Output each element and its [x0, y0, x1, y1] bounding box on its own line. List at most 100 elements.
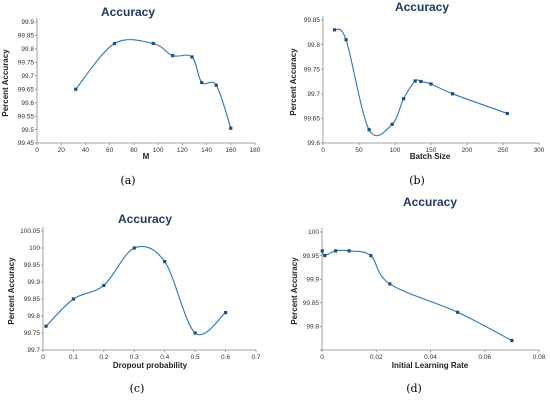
y-tick-label: 99.6 — [21, 100, 34, 107]
y-tick-label: 99.65 — [304, 116, 321, 123]
data-point — [419, 79, 423, 84]
y-tick-label: 99.85 — [18, 33, 35, 40]
data-point — [71, 297, 76, 301]
data-point — [451, 92, 455, 96]
series-line — [75, 39, 232, 129]
data-point — [214, 83, 218, 87]
x-tick-label: 50 — [355, 147, 363, 154]
data-point — [190, 55, 194, 59]
x-tick-label: 0.2 — [99, 354, 108, 361]
y-tick-label: 99.45 — [18, 140, 35, 147]
y-tick-label: 99.85 — [24, 296, 41, 303]
panel-label: (d) — [406, 382, 422, 395]
y-tick-label: 99.85 — [304, 17, 321, 24]
y-tick-label: 99.85 — [303, 300, 320, 307]
x-axis-label: Initial Learning Rate — [392, 361, 469, 370]
chart-panel-1: Accuracy 99.45 99.5 99.55 99.6 99.65 99.7 99.75… — [1, 5, 261, 187]
y-axis-label: Percent Accuracy — [7, 257, 16, 325]
panel-label: (a) — [120, 174, 135, 187]
data-point — [102, 283, 106, 287]
data-point — [456, 310, 460, 314]
x-tick-label: 0.1 — [69, 354, 78, 361]
y-tick-label: 99.75 — [304, 66, 321, 73]
data-point — [367, 128, 371, 132]
data-point — [369, 254, 373, 258]
chart-panel-4: Accuracy 99.8 99.85 99.9 99.95 100 0 0.02 0.04 0.… — [290, 195, 546, 395]
y-tick-label: 99.55 — [18, 113, 35, 120]
series-line — [334, 28, 508, 137]
x-tick-label: 0.3 — [130, 354, 139, 361]
y-axis-label: Percent Accuracy — [289, 48, 298, 116]
x-tick-label: 140 — [201, 147, 212, 154]
x-tick-label: 300 — [534, 147, 545, 154]
x-tick-label: 180 — [250, 147, 261, 154]
chart-title: Accuracy — [395, 0, 449, 14]
x-tick-label: 60 — [106, 147, 114, 154]
data-point — [223, 311, 228, 315]
data-point — [200, 80, 204, 85]
series-line — [321, 249, 513, 342]
y-tick-label: 99.8 — [307, 42, 320, 49]
y-tick-label: 99.9 — [21, 19, 34, 26]
data-point — [347, 249, 351, 253]
y-tick-label: 99.9 — [306, 276, 319, 283]
y-tick-label: 100 — [308, 229, 319, 236]
y-tick-label: 99.95 — [24, 262, 41, 269]
data-point — [229, 126, 233, 130]
y-tick-label: 99.7 — [21, 73, 34, 80]
x-axis-label: Batch Size — [410, 152, 451, 161]
data-point — [132, 246, 136, 250]
y-tick-label: 100.05 — [20, 228, 40, 235]
data-point — [344, 38, 348, 42]
data-point — [402, 97, 406, 101]
x-tick-label: 160 — [225, 147, 236, 154]
data-point — [429, 82, 433, 86]
y-tick-label: 99.8 — [27, 313, 40, 320]
x-tick-label: 0 — [320, 354, 324, 361]
x-tick-label: 0.02 — [370, 354, 383, 361]
series-line — [45, 245, 226, 336]
x-tick-label: 40 — [82, 147, 90, 154]
x-tick-label: 80 — [130, 147, 138, 154]
x-axis-label: Dropout probability — [113, 361, 188, 370]
y-tick-label: 99.7 — [27, 347, 40, 354]
data-point — [112, 41, 117, 46]
x-tick-label: 20 — [58, 147, 66, 154]
x-tick-label: 250 — [498, 147, 509, 154]
data-point — [332, 28, 337, 32]
y-tick-label: 99.65 — [18, 86, 35, 93]
y-tick-label: 99.75 — [18, 60, 35, 67]
x-tick-label: 100 — [390, 147, 401, 154]
chart-title: Accuracy — [403, 195, 457, 209]
x-tick-label: 0.04 — [424, 354, 437, 361]
y-axis-label: Percent Accuracy — [290, 257, 299, 325]
data-point — [44, 324, 48, 328]
data-point — [333, 249, 338, 253]
x-tick-label: 0.4 — [160, 354, 169, 361]
y-tick-label: 99.8 — [306, 324, 319, 331]
y-axis-label: Percent Accuracy — [1, 49, 10, 117]
data-point — [320, 249, 324, 253]
y-tick-label: 99.5 — [21, 127, 34, 134]
y-tick-label: 99.8 — [21, 46, 34, 53]
data-point — [323, 254, 327, 258]
x-tick-label: 0.7 — [251, 354, 260, 361]
data-point — [390, 122, 394, 126]
data-point — [413, 79, 417, 83]
panel-label: (c) — [130, 382, 145, 395]
x-tick-label: 0 — [41, 354, 45, 361]
chart-title: Accuracy — [101, 5, 155, 19]
x-tick-label: 200 — [462, 147, 473, 154]
y-tick-label: 99.95 — [303, 253, 320, 260]
x-tick-label: 0.5 — [191, 354, 200, 361]
x-tick-label: 0 — [35, 147, 39, 154]
x-tick-label: 0.06 — [478, 354, 491, 361]
data-point — [193, 331, 197, 335]
data-point — [151, 41, 155, 46]
x-tick-label: 0.08 — [533, 354, 546, 361]
x-tick-label: 0 — [321, 147, 325, 154]
data-point — [510, 338, 514, 343]
y-tick-label: 99.7 — [307, 91, 320, 98]
chart-title: Accuracy — [118, 212, 172, 226]
